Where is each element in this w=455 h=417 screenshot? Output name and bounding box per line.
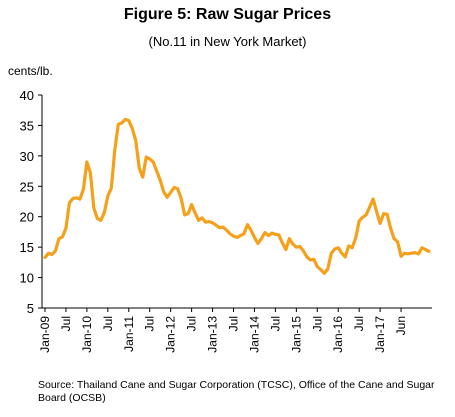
y-tick-label: 30 [20,149,34,164]
x-tick-labels: Jan-09 Jul Jan-10 Jul Jan-11 Jul Jan-12 Jul Jan-… [38,316,408,353]
series-line-0 [43,117,431,275]
x-tick-label: Jan-13 [206,316,220,353]
x-tick-label: Jul [101,316,115,331]
y-tick-label: 15 [20,240,34,255]
x-tick-label: Jan-17 [373,316,387,353]
x-tick-label: Jun [394,316,408,335]
y-tick-label: 40 [20,88,34,103]
x-tick-label: Jul [310,316,324,331]
x-tick-label: Jul [352,316,366,331]
x-tick-label: Jul [143,316,157,331]
y-tick-labels: 5 10 15 20 25 30 35 40 [20,88,34,316]
source-note: Source: Thailand Cane and Sugar Corporat… [38,379,435,404]
chart-axes [38,94,432,312]
y-tick-label: 20 [20,210,34,225]
x-tick-label: Jan-14 [247,316,261,353]
x-tick-label: Jul [227,316,241,331]
x-tick-label: Jan-15 [289,316,303,353]
x-tick-label: Jan-09 [38,316,52,353]
series-group [43,117,431,275]
x-tick-label: Jan-16 [331,316,345,353]
y-tick-label: 5 [27,301,34,316]
y-axis-unit-label: cents/lb. [8,64,53,78]
x-tick-label: Jul [185,316,199,331]
x-tick-label: Jan-12 [164,316,178,353]
x-tick-label: Jan-10 [80,316,94,353]
x-tick-label: Jan-11 [122,316,136,352]
y-tick-label: 25 [20,179,34,194]
chart-subtitle: (No.11 in New York Market) [148,34,307,49]
x-tick-label: Jul [268,316,282,331]
x-tick-label: Jul [59,316,73,331]
y-tick-label: 10 [20,271,34,286]
y-tick-label: 35 [20,118,34,133]
chart-title: Figure 5: Raw Sugar Prices [123,6,332,23]
